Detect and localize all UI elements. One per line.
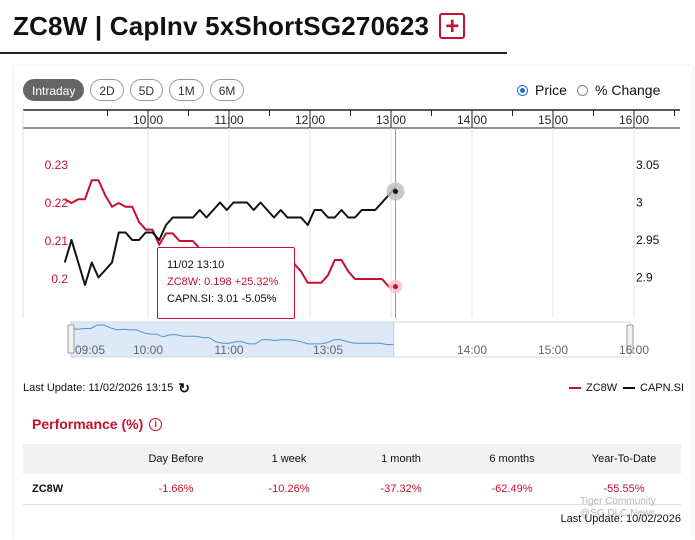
navigator-tick-label: 10:00 [133,343,163,357]
perf-col-6-months: 6 months [457,444,567,474]
y-right-tick-label: 2.9 [636,271,653,285]
navigator-tick-label: 14:00 [457,343,487,357]
perf-1-week: -10.26% [233,474,345,505]
range-5d-button[interactable]: 5D [129,79,164,101]
legend-capn-swatch [623,387,635,389]
x-tick-label: 16:00 [619,113,649,127]
x-tick-label: 13:00 [376,113,406,127]
x-tick-label: 14:00 [457,113,487,127]
price-chart[interactable]: 10:0011:0012:0013:0014:0015:0016:0017:00… [0,0,695,370]
navigator-tick-label: 15:00 [538,343,568,357]
perf-ytd: -55.55% [567,474,681,505]
y-right-tick-label: 3.05 [636,158,660,172]
navigator-tick-label: 09:05 [75,343,105,357]
legend-zc8w-label: ZC8W [586,382,618,394]
navigator-tick-label: 11:00 [214,343,243,357]
change-radio[interactable]: % Change [577,82,660,98]
price-radio-label: Price [535,82,567,98]
perf-col-day-before: Day Before [119,444,233,474]
watermark-line2: @SG DLC News [580,508,656,519]
plus-icon[interactable]: + [439,13,466,39]
range-selector: Intraday 2D 5D 1M 6M [23,79,245,101]
tooltip-time: 11/02 13:10 [167,259,225,271]
y-left-tick-label: 0.2 [51,272,68,286]
performance-title: Performance (%) i [32,416,163,432]
range-6m-button[interactable]: 6M [209,79,245,101]
title-divider [0,52,507,54]
legend-zc8w[interactable]: ZC8W [569,382,617,394]
legend-capn-label: CAPN.SI [640,382,685,394]
range-intraday-button[interactable]: Intraday [23,79,85,101]
perf-col-1-week: 1 week [233,444,345,474]
perf-day-before: -1.66% [119,474,233,505]
x-tick-label: 12:00 [295,113,325,127]
navigator-tick-label: 16:00 [619,343,649,357]
x-tick-label: 10:00 [133,113,163,127]
tooltip-zc8w: ZC8W: 0.198 +25.32% [167,276,279,288]
perf-col-1-month: 1 month [345,444,457,474]
perf-col-ytd: Year-To-Date [567,444,681,474]
title-row: ZC8W | CapInv 5xShortSG270623 + [13,8,466,44]
navigator-right-handle[interactable] [626,324,634,354]
chart-tooltip: 11/02 13:10 ZC8W: 0.198 +25.32% CAPN.SI:… [157,247,295,319]
y-left-tick-label: 0.21 [45,234,69,248]
table-row: ZC8W -1.66% -10.26% -37.32% -62.49% -55.… [23,474,681,505]
x-tick-label: 15:00 [538,113,568,127]
performance-title-text: Performance (%) [32,416,144,432]
capn-hover-point [393,189,398,194]
performance-last-update: Last Update: 10/02/2026 [560,513,681,525]
perf-1-month: -37.32% [345,474,457,505]
navigator-tick-label: 13:05 [313,343,343,357]
info-icon[interactable]: i [149,417,163,431]
perf-6-months: -62.49% [457,474,567,505]
navigator-line [70,324,394,346]
y-right-tick-label: 3 [636,196,643,210]
last-update-text: Last Update: 11/02/2026 13:15 [23,382,174,394]
performance-header-row: Day Before 1 week 1 month 6 months Year-… [23,444,681,474]
price-radio-dot[interactable] [517,84,528,96]
navigator-left-handle[interactable] [67,324,75,354]
change-radio-label: % Change [595,82,661,98]
legend-zc8w-swatch [569,387,581,389]
perf-col-empty [23,444,119,474]
legend-capn[interactable]: CAPN.SI [623,382,684,394]
y-left-tick-label: 0.23 [45,158,69,172]
tooltip-capn: CAPN.SI: 3.01 -5.05% [167,293,277,305]
change-radio-dot[interactable] [577,84,588,96]
perf-row-name: ZC8W [23,474,119,505]
watermark: Tiger Community @SG DLC News [580,496,656,520]
zc8w-hover-point [393,284,398,290]
refresh-icon[interactable]: ↻ [178,379,190,396]
last-update: Last Update: 11/02/2026 13:15 ↻ [23,379,190,396]
navigator-selection [70,321,395,358]
capn-series-line [63,186,397,286]
watermark-line1: Tiger Community [580,496,656,507]
x-tick-label: 11:00 [214,113,243,127]
page-title: ZC8W | CapInv 5xShortSG270623 [13,10,430,41]
y-right-tick-label: 2.95 [636,233,660,247]
range-2d-button[interactable]: 2D [90,79,124,101]
performance-table: Day Before 1 week 1 month 6 months Year-… [23,444,681,505]
price-radio[interactable]: Price [517,82,567,98]
range-1m-button[interactable]: 1M [169,79,204,101]
y-left-tick-label: 0.22 [45,196,69,210]
